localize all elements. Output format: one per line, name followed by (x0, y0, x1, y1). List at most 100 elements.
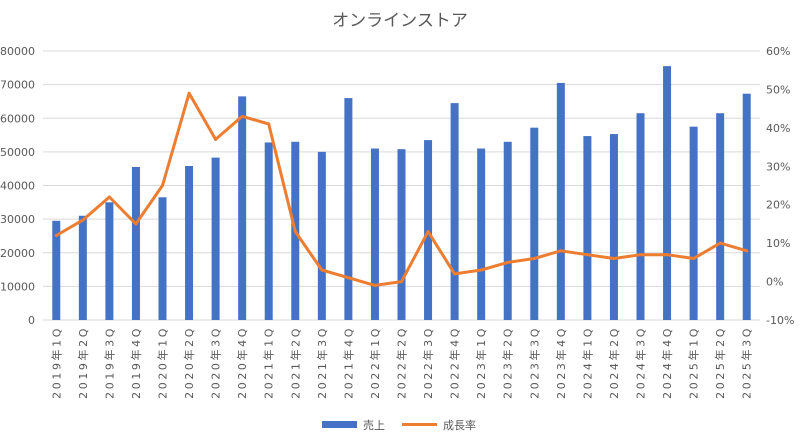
bar (424, 140, 433, 320)
line-point (320, 268, 324, 272)
x-tick-label: 2019年1Q (49, 326, 63, 399)
line-point (639, 253, 642, 257)
bar (211, 157, 220, 320)
bar (450, 103, 459, 321)
left-tick-label: 30000 (0, 213, 35, 226)
bar (370, 148, 379, 320)
bar (344, 98, 353, 320)
x-tick-label: 2023年1Q (474, 326, 488, 399)
bar (105, 202, 114, 320)
line-point (479, 268, 483, 272)
bar (52, 220, 61, 320)
bar (477, 148, 486, 320)
line-point (426, 230, 430, 234)
x-tick-label: 2022年3Q (421, 326, 435, 399)
x-tick-label: 2024年2Q (607, 326, 621, 399)
line-point (214, 137, 218, 141)
x-tick-label: 2024年4Q (660, 326, 674, 399)
right-tick-label: 50% (766, 83, 790, 96)
x-tick-label: 2025年3Q (740, 326, 754, 399)
right-tick-label: 10% (766, 237, 790, 250)
x-tick-label: 2021年2Q (288, 326, 302, 399)
left-tick-label: 20000 (0, 247, 35, 260)
x-tick-label: 2025年2Q (713, 326, 727, 399)
right-tick-label: 60% (766, 45, 790, 58)
bar (663, 66, 672, 320)
right-tick-label: 20% (766, 199, 790, 212)
right-tick-label: 30% (766, 160, 790, 173)
bar (556, 82, 565, 320)
bar (503, 141, 512, 320)
line-point (506, 260, 510, 264)
x-tick-label: 2020年1Q (156, 326, 170, 399)
left-tick-label: 10000 (0, 280, 35, 293)
line-point (240, 114, 244, 118)
x-tick-label: 2023年4Q (554, 326, 568, 399)
right-tick-label: -10% (766, 314, 794, 327)
x-tick-label: 2020年3Q (209, 326, 223, 399)
bar (264, 142, 273, 320)
x-tick-label: 2019年3Q (102, 326, 116, 399)
x-tick-label: 2020年4Q (235, 326, 249, 399)
bar (317, 151, 326, 320)
left-tick-label: 50000 (0, 146, 35, 159)
x-tick-label: 2020年2Q (182, 326, 196, 399)
line-point (718, 241, 722, 245)
legend: 売上 成長率 (322, 418, 476, 432)
legend-label-growth: 成長率 (443, 418, 476, 432)
line-point (585, 253, 589, 257)
line-point (81, 218, 85, 222)
line-series (54, 91, 749, 287)
line-point (267, 122, 271, 126)
x-tick-label: 2024年1Q (580, 326, 594, 399)
bar (609, 134, 618, 320)
bar (238, 96, 247, 320)
bar (742, 93, 751, 320)
x-tick-label: 2023年3Q (527, 326, 541, 399)
legend-label-sales: 売上 (363, 419, 385, 432)
chart-title: オンラインストア (332, 11, 468, 31)
x-tick-label: 2019年4Q (129, 326, 143, 399)
x-tick-label: 2023年2Q (501, 326, 515, 399)
bar (636, 113, 645, 320)
line-point (54, 233, 58, 237)
line-point (559, 249, 563, 253)
line-point (532, 257, 536, 261)
x-tick-label: 2022年2Q (395, 326, 409, 399)
x-tick-label: 2025年1Q (687, 326, 701, 399)
line-point (134, 222, 138, 226)
line-point (187, 91, 191, 95)
left-tick-label: 0 (28, 314, 35, 327)
left-tick-label: 80000 (0, 45, 35, 58)
bar (131, 167, 140, 320)
x-tick-label: 2024年3Q (634, 326, 648, 399)
right-tick-label: 40% (766, 122, 790, 135)
line-point (293, 230, 297, 234)
line-point (745, 249, 749, 253)
left-tick-label: 70000 (0, 79, 35, 92)
bar (716, 113, 725, 320)
line-point (346, 276, 350, 280)
bar (530, 127, 539, 320)
line-point (665, 253, 669, 257)
x-tick-label: 2022年1Q (368, 326, 382, 399)
x-tick-label: 2021年4Q (341, 326, 355, 399)
x-tick-label: 2021年1Q (262, 326, 276, 399)
x-tick-label: 2021年3Q (315, 326, 329, 399)
bar (583, 136, 592, 320)
left-tick-label: 60000 (0, 112, 35, 125)
bar-series (52, 66, 751, 321)
right-tick-label: 0% (766, 276, 783, 289)
x-tick-label: 2022年4Q (448, 326, 462, 399)
bar (397, 149, 406, 320)
x-axis: 2019年1Q 2019年2Q 2019年3Q 2019年4Q 2020年1Q 2020年… (49, 326, 753, 399)
line-point (692, 257, 696, 261)
line-point (373, 283, 377, 287)
bar (158, 197, 167, 320)
x-tick-label: 2019年2Q (76, 326, 90, 399)
line-point (161, 184, 164, 187)
left-tick-label: 40000 (0, 180, 35, 193)
line-point (400, 280, 403, 284)
